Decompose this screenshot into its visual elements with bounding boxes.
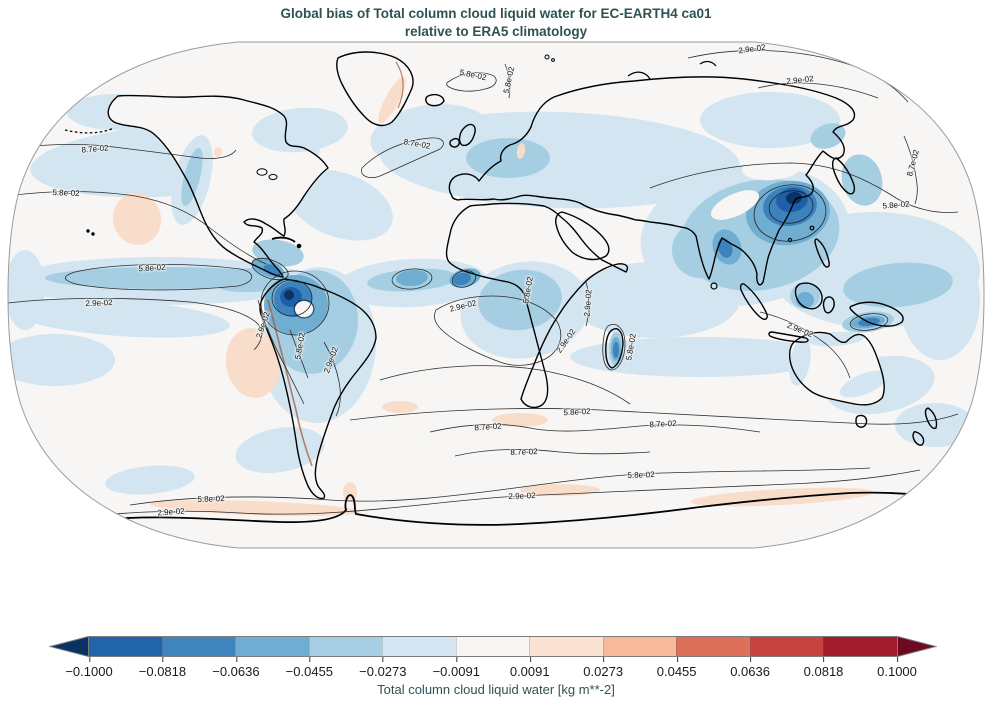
colorbar-tick-label: −0.0091 <box>432 657 480 679</box>
colorbar-over-arrow <box>897 636 937 657</box>
contour-label: 5.8e-02 <box>197 494 225 504</box>
colorbar-under-arrow <box>49 636 89 657</box>
contour-label: 5.8e-02 <box>52 188 80 198</box>
colorbar-tick-label: 0.0636 <box>730 657 770 679</box>
colorbar-tick-label: 0.0091 <box>509 657 550 679</box>
contour-label: 2.9e-02 <box>157 506 185 518</box>
colorbar-segment <box>382 637 456 656</box>
colorbar-tick-label: 0.0455 <box>656 657 697 679</box>
colorbar-tick-label: −0.0455 <box>285 657 334 679</box>
contour-label: 8.7e-02 <box>474 421 502 433</box>
chart-title: Global bias of Total column cloud liquid… <box>0 5 992 40</box>
orography-strokes <box>267 61 404 467</box>
contour-label: 5.8e-02 <box>627 470 655 480</box>
colorbar-segment <box>89 637 162 656</box>
contour-label: 8.7e-02 <box>510 447 538 457</box>
contour-label: 5.8e-02 <box>138 262 166 274</box>
colorbar-segment <box>235 637 309 656</box>
colorbar-tick-label: −0.0273 <box>359 657 407 679</box>
map-outline <box>7 41 985 549</box>
colorbar-ticks: −0.1000 −0.0818 −0.0636 −0.0455 −0.0273 −0.00… <box>65 657 917 679</box>
colorbar-segment <box>455 637 530 656</box>
world-map: 8.7e-02 5.8e-02 5.8e-02 2.9e-02 8.7e-02 5.8e-… <box>7 41 985 549</box>
colorbar-tick-label: 0.0273 <box>583 657 624 679</box>
colorbar-label: Total column cloud liquid water [kg m**-… <box>377 682 615 697</box>
contour-label: 2.9e-02 <box>85 298 113 308</box>
contour-lines <box>8 50 959 517</box>
colorbar-segment <box>161 637 236 656</box>
contour-label: 2.9e-02 <box>582 289 594 317</box>
colorbar-segment <box>823 637 898 656</box>
colorbar-tick-label: −0.0818 <box>138 657 187 679</box>
colorbar-segments <box>89 636 898 657</box>
colorbar-tick-label: 0.1000 <box>877 657 917 679</box>
chart-title-line2: relative to ERA5 climatology <box>404 23 588 39</box>
colorbar-segment <box>602 637 677 656</box>
field-neutral-gaps <box>295 155 802 317</box>
colorbar-tick-label: 0.0818 <box>803 657 844 679</box>
colorbar-segment <box>676 637 750 656</box>
colorbar-segment <box>529 637 603 656</box>
colorbar-tick-label: −0.0636 <box>212 657 260 679</box>
coastlines <box>64 51 981 526</box>
bias-map-svg <box>7 41 985 549</box>
chart-title-line1: Global bias of Total column cloud liquid… <box>280 6 712 21</box>
colorbar-segment <box>308 637 383 656</box>
field-positive <box>112 76 874 516</box>
contour-label: 2.9e-02 <box>508 491 536 501</box>
contour-label: 5.8e-02 <box>563 406 591 418</box>
field-extreme-negative <box>284 191 802 300</box>
colorbar-tick-label: −0.1000 <box>65 657 113 679</box>
colorbar: −0.1000 −0.0818 −0.0636 −0.0455 −0.0273 −0.00… <box>0 636 992 702</box>
contour-label: 8.7e-02 <box>649 418 677 430</box>
colorbar-segment <box>749 637 824 656</box>
